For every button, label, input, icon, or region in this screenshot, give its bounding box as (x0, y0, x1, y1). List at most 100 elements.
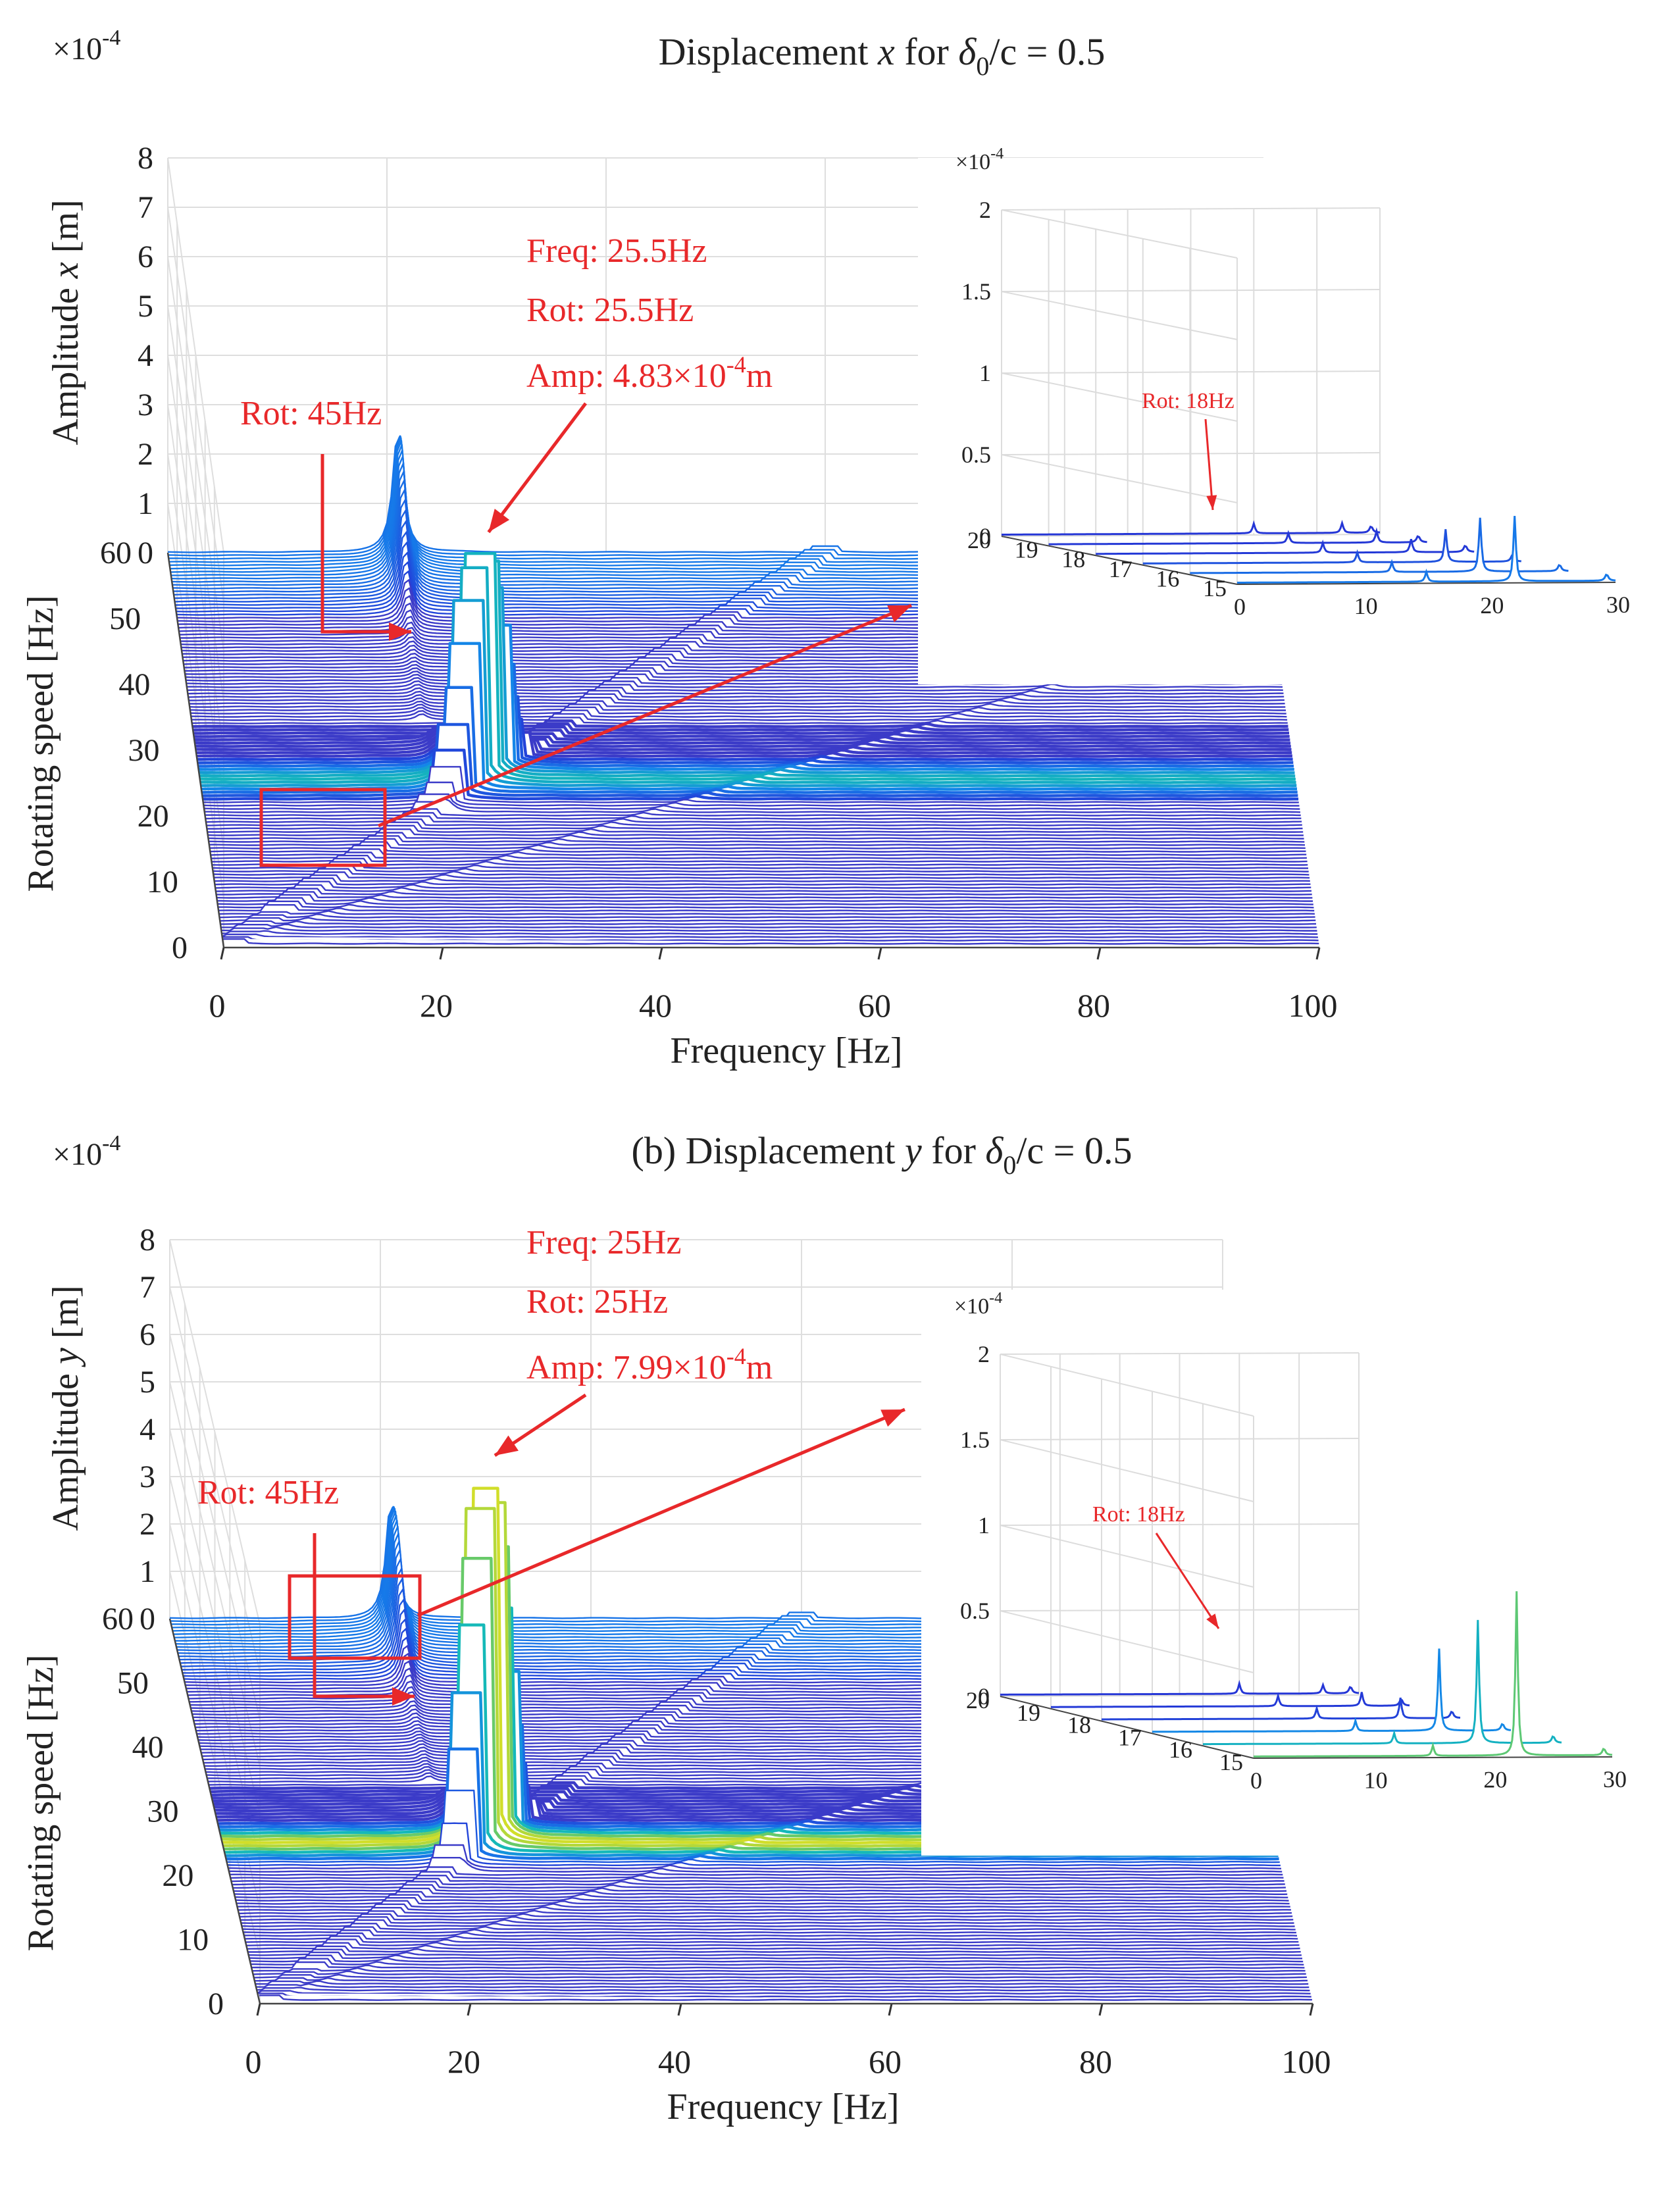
x-tick (220, 947, 225, 960)
z-tick-label: 7 (140, 1270, 155, 1305)
inset-arrow-head (1206, 1613, 1219, 1629)
inset-trace (1152, 1648, 1512, 1733)
spectrum-trace (238, 1903, 1291, 1912)
inset-x-axis (1236, 582, 1616, 585)
spectrum-trace (197, 695, 1294, 765)
inset-gridline-side (1000, 1439, 1254, 1502)
y-axis-title: Rotating speed [Hz] (20, 1655, 61, 1952)
inset-trace (1000, 1679, 1360, 1696)
z-tick-label: 1 (138, 486, 153, 521)
spectrum-trace (242, 1923, 1296, 1931)
spectrum-trace (216, 888, 1312, 896)
y-tick-label: 40 (118, 667, 150, 702)
spectrum-trace (217, 894, 1313, 902)
spectrum-trace (237, 1900, 1290, 1908)
x-axis-title: Frequency [Hz] (671, 1030, 903, 1071)
spectrum-trace (259, 1994, 1312, 2001)
inset-y-tick-label: 15 (1203, 575, 1227, 601)
y-axis-line (166, 552, 225, 948)
zoom-arrow (417, 1407, 905, 1617)
annotations: Freq: 25Hz Rot: 25Hz Amp: 7.99×10-4m Rot: 4… (197, 1224, 773, 1511)
inset-y-tick-label: 19 (1015, 537, 1038, 563)
inset-y-tick-label: 19 (1017, 1700, 1040, 1726)
z-tick-label: 8 (140, 1223, 155, 1257)
x-tick-label: 80 (1077, 987, 1110, 1024)
annotation-freq: Freq: 25Hz (526, 1224, 681, 1261)
zoom-box (288, 1574, 422, 1660)
spectrum-trace (192, 719, 1288, 728)
spectrum-trace (248, 1948, 1302, 1956)
inset-walls (1000, 1352, 1360, 1759)
x-tick-label: 60 (858, 987, 891, 1024)
inset-y-tick-label: 18 (1061, 546, 1085, 572)
spectrum-trace (218, 910, 1315, 915)
spectrum-trace (232, 1881, 1286, 1889)
z-tick-label: 8 (138, 141, 153, 176)
spectrum-trace (195, 732, 1291, 748)
spectrum-trace (240, 1910, 1293, 1918)
spectrum-trace (217, 897, 1313, 905)
annotations: Freq: 25.5Hz Rot: 25.5Hz Amp: 4.83×10-4m Ro… (240, 232, 773, 432)
inset-z-tick-label: 0.5 (961, 442, 991, 468)
spectrum-trace (198, 623, 1294, 771)
inset-z-tick-label: 1.5 (960, 1427, 990, 1453)
inset-y-tick-label: 15 (1219, 1749, 1243, 1775)
inset-z-tick-label: 1 (978, 1512, 990, 1538)
inset-x-tick-label: 30 (1603, 1766, 1627, 1792)
x-tick (1096, 947, 1102, 960)
spectrum-trace (251, 1958, 1304, 1966)
spectrum-trace (190, 700, 1286, 708)
spectrum-trace (211, 851, 1307, 859)
y-tick-label: 50 (117, 1666, 149, 1701)
inset-annotation-rot18: Rot: 18Hz (1092, 1502, 1185, 1527)
spectrum-trace (193, 728, 1290, 738)
spectrum-trace (189, 696, 1285, 705)
z-axis-title: Amplitude x [m] (45, 199, 86, 445)
x-tick-label: 20 (447, 2043, 480, 2080)
arrow-head (887, 605, 911, 622)
spectrum-trace (207, 828, 1304, 836)
x-tick-label: 40 (639, 987, 672, 1024)
spectrum-trace (195, 729, 1291, 745)
spectrum-trace (226, 1747, 1279, 1861)
spectrum-trace (190, 706, 1286, 715)
x-tick-label: 20 (420, 987, 453, 1024)
spectrum-trace (191, 709, 1287, 718)
spectrum-trace (197, 717, 1293, 761)
spectrum-trace (255, 1980, 1309, 1985)
spectrum-trace (236, 1896, 1290, 1905)
inset-gridline-side (1000, 1354, 1254, 1417)
spectrum-trace (220, 920, 1317, 925)
spectrum-trace (212, 861, 1308, 869)
y-tick-label: 30 (147, 1794, 179, 1829)
spectrum-trace (249, 1951, 1302, 1960)
inset-annotation-arrow (1155, 1533, 1220, 1629)
spectrum-trace (196, 730, 1292, 758)
x-axis-title: Frequency [Hz] (667, 2087, 900, 2127)
spectrum-trace (199, 586, 1295, 774)
y-tick-label: 20 (138, 799, 169, 834)
x-tick-label: 0 (209, 987, 226, 1024)
spectrum-trace (188, 690, 1285, 698)
spectrum-trace (231, 1875, 1285, 1883)
peak-arrow (487, 402, 587, 534)
inset-trace (1190, 517, 1569, 574)
inset-z-tick-label: 1 (979, 360, 991, 386)
spectrum-trace (187, 684, 1283, 692)
inset-trace (1102, 1697, 1461, 1721)
annotation-rot45: Rot: 45Hz (197, 1474, 339, 1511)
inset-x-tick-label: 0 (1250, 1767, 1262, 1794)
zoom-arrow (378, 603, 912, 828)
z-tick-label: 6 (140, 1317, 155, 1352)
spectrum-trace (241, 1916, 1294, 1924)
x-tick-label: 100 (1282, 2043, 1331, 2080)
inset-gridline-side (1001, 209, 1238, 259)
x-tick-label: 80 (1079, 2043, 1112, 2080)
inset-trace (1002, 519, 1381, 536)
spectrum-trace (206, 815, 1302, 823)
spectrum-trace (256, 1983, 1310, 1989)
